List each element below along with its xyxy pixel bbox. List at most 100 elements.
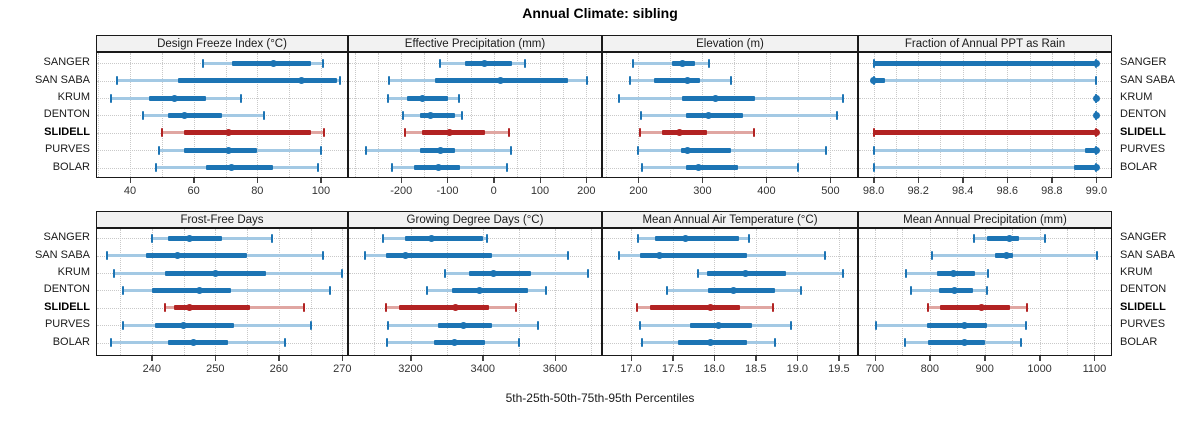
gridline [563,53,565,177]
whisker-cap-low [387,76,390,86]
axis-tick-label: 400 [757,185,776,197]
whisker-cap-high [730,76,733,86]
whisker-cap-low [109,93,112,103]
median-dot [437,146,445,154]
median-dot [418,94,426,102]
station-label-left: PURVES [44,143,90,156]
gridline [1007,53,1009,177]
whisker-cap-low [141,110,144,120]
whisker-cap-low [425,285,428,295]
whisker-cap-high [262,110,265,120]
whisker-cap-high [322,251,325,261]
whisker-cap-high [339,76,342,86]
median-dot [684,146,692,154]
axis-tick-label: 80 [251,185,264,197]
iqr-bar [655,235,740,241]
axis-tick-label: 19.5 [828,363,850,375]
median-dot [445,129,453,137]
axis-tick [765,178,768,183]
station-label-left: BOLAR [52,335,90,348]
station-label-left: SAN SABA [34,248,90,261]
whisker-cap-high [319,145,322,155]
axis-tick-label: 1100 [1082,363,1107,375]
axis-tick-label: 19.0 [786,363,809,375]
panel-header: Elevation (m) [602,35,858,52]
median-dot [489,269,497,277]
axis-tick [962,178,964,183]
whisker-cap-high [485,233,488,243]
gridline [606,53,608,177]
row-guide [603,63,857,65]
whisker-line [873,79,1097,83]
axis-tick-label: 98.8 [1041,185,1063,197]
iqr-bar [986,235,1019,241]
median-dot [401,252,409,260]
median-dot [706,339,714,346]
whisker-cap-high [544,285,547,295]
whisker-cap-low [112,268,115,278]
whisker-cap-low [905,268,908,278]
whisker-cap-high [835,110,838,120]
station-label-right: SAN SABA [1120,73,1176,86]
whisker-cap-low [386,93,389,103]
whisker-cap-low [635,303,638,313]
whisker-cap-high [240,93,243,103]
median-dot [1092,94,1100,102]
axis-tick [585,178,588,183]
whisker-cap-low [628,76,631,86]
station-label-right: KRUM [1120,266,1153,279]
whisker-cap-low [106,251,109,261]
station-label-left: DENTON [43,108,90,121]
axis-tick-label: 17.5 [661,363,684,375]
median-dot [742,269,750,277]
iqr-bar [686,165,739,170]
station-label-right: BOLAR [1120,335,1158,348]
iqr-bar [177,78,337,84]
median-dot [704,111,712,119]
whisker-cap-low [116,76,119,86]
median-dot [180,321,188,329]
whisker-cap-high [753,128,756,138]
whisker-cap-high [323,128,326,138]
iqr-bar [405,235,483,241]
station-label-right: SANGER [1120,231,1167,244]
median-dot [427,234,435,242]
whisker-cap-low [385,303,388,313]
whisker-cap-high [518,338,521,347]
median-dot [186,234,194,242]
whisker-cap-low [365,145,368,155]
whisker-cap-low [122,285,125,295]
whisker-cap-low [930,251,933,261]
row-guide [859,115,1111,117]
station-label-right: SANGER [1120,56,1167,69]
median-dot [712,94,720,102]
whisker-cap-high [321,58,324,68]
gridline [354,53,356,177]
whisker-cap-low [617,93,620,103]
median-dot [195,286,203,294]
axis-tick-label: 200 [629,185,648,197]
station-label-right: BOLAR [1120,160,1158,173]
whisker-cap-low [122,320,125,330]
whisker-cap-low [387,320,390,330]
iqr-bar [433,340,485,345]
iqr-bar [168,112,223,118]
iqr-bar [451,287,529,293]
gridline [940,53,942,177]
median-dot [476,286,484,294]
gridline [120,229,122,355]
axis-tick-label: 98.0 [862,185,885,197]
median-dot [714,321,722,329]
whisker-cap-high [585,76,588,86]
gridline [1074,53,1076,177]
axis-tick-label: -200 [390,185,413,197]
axis-tick [637,178,640,183]
iqr-bar [708,287,775,293]
iqr-bar [1085,147,1097,153]
axis-tick [929,356,931,361]
iqr-bar [873,60,1097,66]
gridline [130,53,132,177]
axis-tick-label: 98.6 [996,185,1018,197]
gridline [247,229,249,355]
median-dot [497,77,505,85]
